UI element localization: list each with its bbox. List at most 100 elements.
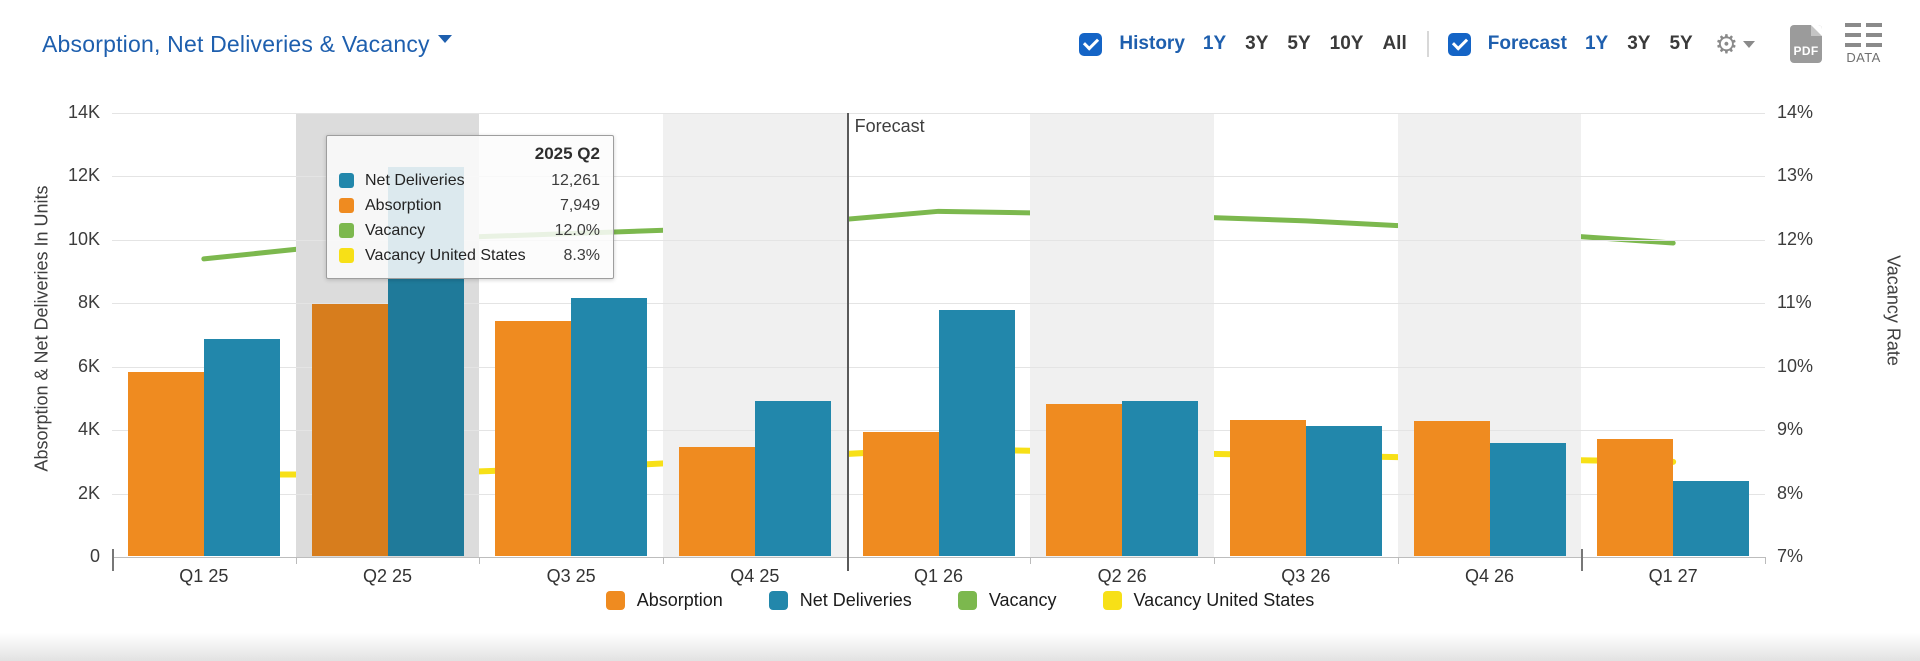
legend-label: Net Deliveries bbox=[799, 590, 912, 610]
net-deliveries-bar-q2-26[interactable] bbox=[1122, 400, 1199, 556]
axis-tick bbox=[295, 557, 297, 564]
history-checkbox[interactable] bbox=[1079, 32, 1103, 56]
absorption-bar-q3-25[interactable] bbox=[495, 321, 572, 556]
history-range-3y[interactable]: 3Y bbox=[1245, 33, 1269, 54]
forecast-range-1y[interactable]: 1Y bbox=[1584, 33, 1609, 54]
forecast-range-3y[interactable]: 3Y bbox=[1627, 33, 1651, 54]
history-range-5y[interactable]: 5Y bbox=[1287, 33, 1311, 54]
net-deliveries-bar-q1-25[interactable] bbox=[203, 338, 280, 556]
settings-menu-button[interactable]: ⚙ bbox=[1715, 31, 1755, 57]
net-deliveries-bar-q1-26[interactable] bbox=[938, 310, 1015, 556]
left-axis-tick-label: 2K bbox=[77, 482, 100, 503]
tooltip-row-absorption: Absorption 7,949 bbox=[339, 193, 600, 218]
forecast-range-5y[interactable]: 5Y bbox=[1669, 33, 1693, 54]
left-axis-tick-label: 0 bbox=[89, 546, 100, 566]
history-range-group: 1Y 3Y 5Y 10Y All bbox=[1202, 31, 1408, 57]
axis-tick bbox=[663, 557, 664, 564]
history-range-10y[interactable]: 10Y bbox=[1329, 33, 1364, 54]
history-range-1y[interactable]: 1Y bbox=[1202, 33, 1227, 54]
absorption-bar-q4-26[interactable] bbox=[1413, 421, 1490, 556]
gridline bbox=[112, 176, 1765, 178]
absorption-bar-q1-25[interactable] bbox=[127, 372, 204, 556]
chart-tooltip: 2025 Q2 Net Deliveries 12,261 Absorption 7,… bbox=[326, 135, 614, 279]
data-table-icon bbox=[1845, 23, 1882, 47]
left-axis-tick-label: 10K bbox=[67, 228, 100, 249]
legend-label: Vacancy bbox=[988, 590, 1057, 610]
plot-area: 2025 Q2 Net Deliveries 12,261 Absorption 7,… bbox=[112, 113, 1766, 571]
chart-controls: History 1Y 3Y 5Y 10Y All Forecast 1Y 3Y 5Y ⚙ P… bbox=[1079, 23, 1882, 65]
right-axis-tick-label: 8% bbox=[1777, 482, 1804, 503]
left-axis-tick-label: 8K bbox=[77, 292, 100, 313]
x-axis-label-q2-26: Q2 26 bbox=[1097, 566, 1147, 586]
net-deliveries-bar-q1-27[interactable] bbox=[1673, 481, 1750, 556]
legend-item-vacancy-united-states[interactable]: Vacancy United States bbox=[1102, 590, 1314, 611]
x-axis-label-q3-25: Q3 25 bbox=[546, 566, 596, 586]
gridline bbox=[112, 239, 1765, 241]
x-axis-label-q1-25: Q1 25 bbox=[179, 566, 229, 586]
right-axis-tick-label: 14% bbox=[1777, 102, 1814, 122]
left-axis-tick-label: 14K bbox=[67, 102, 100, 122]
right-axis-tick-label: 7% bbox=[1777, 546, 1804, 566]
tooltip-series-value: 12,261 bbox=[551, 171, 600, 189]
x-axis-label-q4-26: Q4 26 bbox=[1464, 566, 1515, 586]
absorption-bar-q2-25[interactable] bbox=[311, 303, 388, 556]
net-deliveries-bar-q3-25[interactable] bbox=[571, 297, 648, 556]
pdf-icon: PDF bbox=[1793, 44, 1819, 58]
gear-icon: ⚙ bbox=[1714, 29, 1738, 59]
net-deliveries-bar-q3-26[interactable] bbox=[1305, 425, 1382, 556]
gridline bbox=[112, 557, 1765, 558]
vacancy-united-states-legend-swatch-icon bbox=[1102, 591, 1122, 610]
axis-tick bbox=[1214, 557, 1215, 564]
tooltip-series-label: Vacancy bbox=[365, 221, 426, 239]
x-axis-label-q3-26: Q3 26 bbox=[1281, 566, 1331, 586]
absorption-bar-q4-25[interactable] bbox=[678, 446, 755, 556]
forecast-toggle-label[interactable]: Forecast bbox=[1487, 33, 1567, 54]
absorption-legend-swatch-icon bbox=[605, 591, 625, 610]
export-pdf-button[interactable]: PDF bbox=[1790, 25, 1822, 63]
axis-tick bbox=[112, 549, 114, 571]
footer-gradient bbox=[0, 633, 1920, 661]
net-deliveries-swatch-icon bbox=[339, 173, 354, 188]
legend-item-absorption[interactable]: Absorption bbox=[605, 590, 723, 611]
history-range-all[interactable]: All bbox=[1382, 33, 1407, 54]
history-toggle-label[interactable]: History bbox=[1119, 33, 1185, 54]
chart-title-dropdown[interactable]: Absorption, Net Deliveries & Vacancy bbox=[42, 31, 452, 58]
vacancy-swatch-icon bbox=[339, 223, 354, 238]
absorption-bar-q1-27[interactable] bbox=[1597, 438, 1674, 556]
net-deliveries-bar-q4-26[interactable] bbox=[1489, 443, 1566, 556]
tooltip-series-label: Net Deliveries bbox=[365, 171, 465, 189]
absorption-bar-q1-26[interactable] bbox=[862, 432, 939, 556]
chart-header: Absorption, Net Deliveries & Vacancy His… bbox=[0, 0, 1920, 78]
right-axis-tick-label: 13% bbox=[1777, 165, 1814, 186]
chart-legend: Absorption Net Deliveries Vacancy Vacancy U… bbox=[0, 590, 1920, 611]
tooltip-series-label: Vacancy United States bbox=[365, 246, 526, 264]
export-data-button[interactable]: DATA bbox=[1845, 23, 1882, 65]
forecast-checkbox[interactable] bbox=[1447, 32, 1471, 56]
left-axis-title: Absorption & Net Deliveries In Units bbox=[31, 185, 52, 472]
gear-caret-icon bbox=[1743, 40, 1755, 48]
tooltip-series-value: 8.3% bbox=[563, 246, 600, 264]
legend-label: Absorption bbox=[636, 590, 723, 610]
x-axis-label-q2-25: Q2 25 bbox=[362, 566, 413, 586]
tooltip-series-value: 7,949 bbox=[559, 196, 600, 214]
left-axis-tick-label: 4K bbox=[77, 419, 100, 440]
net-deliveries-bar-q4-25[interactable] bbox=[754, 400, 831, 556]
left-axis-tick-label: 6K bbox=[77, 355, 100, 376]
gridline bbox=[112, 113, 1765, 114]
legend-item-vacancy[interactable]: Vacancy bbox=[957, 590, 1057, 611]
forecast-range-group: 1Y 3Y 5Y bbox=[1584, 31, 1694, 57]
legend-item-net-deliveries[interactable]: Net Deliveries bbox=[768, 590, 912, 611]
x-axis-label-q1-26: Q1 26 bbox=[913, 566, 964, 586]
absorption-bar-q3-26[interactable] bbox=[1229, 419, 1306, 556]
tooltip-series-value: 12.0% bbox=[554, 221, 600, 239]
axis-tick bbox=[1581, 549, 1584, 571]
page-title: Absorption, Net Deliveries & Vacancy bbox=[42, 30, 430, 57]
vacancy-united-states-swatch-icon bbox=[339, 248, 354, 263]
forecast-divider-line bbox=[846, 113, 849, 571]
axis-tick bbox=[1397, 557, 1399, 564]
data-button-label: DATA bbox=[1846, 50, 1881, 65]
net-deliveries-legend-swatch-icon bbox=[768, 591, 788, 610]
right-axis-tick-label: 11% bbox=[1777, 292, 1812, 313]
absorption-bar-q2-26[interactable] bbox=[1046, 403, 1123, 556]
